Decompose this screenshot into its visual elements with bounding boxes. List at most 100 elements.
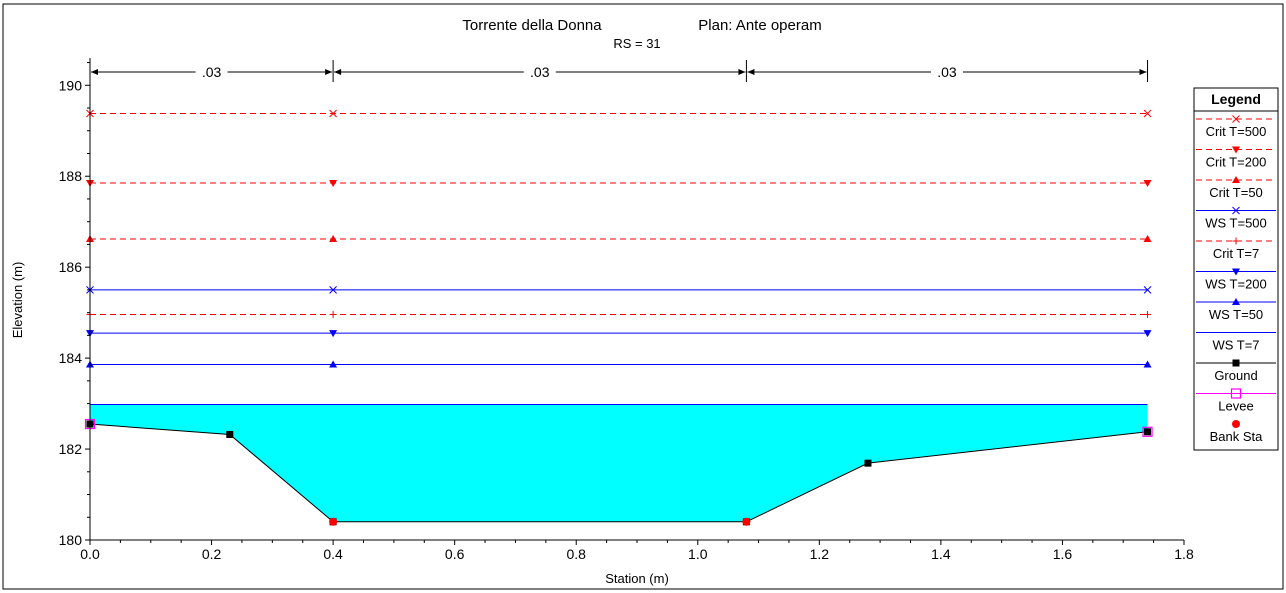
- marker-ws-t-500-2-b: [1143, 286, 1152, 294]
- marker-ws-t-200-1: [329, 330, 338, 338]
- legend-marker-ws-t-50: [1232, 298, 1240, 305]
- legend-entry-bank-sta: Bank Sta: [1210, 420, 1264, 444]
- x-axis-label: Station (m): [605, 571, 669, 586]
- marker-ws-t-50-1: [329, 360, 338, 368]
- chart-subtitle: RS = 31: [613, 36, 660, 51]
- y-tick-label-2: 184: [59, 350, 83, 366]
- series-markers-layer: [84, 109, 1153, 526]
- manning-arrowhead-right-0: [325, 69, 333, 75]
- y-tick-label-4: 188: [59, 168, 83, 184]
- legend-marker-ws-t-500-b: [1232, 206, 1240, 215]
- marker-ground-5: [1144, 428, 1152, 436]
- marker-crit-t-7-1: [329, 310, 337, 318]
- legend-label-ws-t-7: WS T=7: [1212, 338, 1259, 353]
- legend-marker-crit-t-7: [1232, 237, 1240, 245]
- legend-label-ws-t-200: WS T=200: [1205, 277, 1267, 292]
- marker-crit-t-200-1: [329, 180, 338, 188]
- legend-entry-ws-t-200: WS T=200: [1196, 268, 1276, 292]
- manning-arrowhead-right-2: [1139, 69, 1147, 75]
- manning-label-1: .03: [530, 64, 550, 80]
- legend-label-ws-t-500: WS T=500: [1205, 216, 1267, 231]
- legend-entry-crit-t-50: Crit T=50: [1196, 176, 1276, 200]
- legend-title: Legend: [1211, 91, 1261, 107]
- x-tick-label-2: 0.4: [323, 546, 343, 562]
- marker-ws-t-500-2: [1143, 286, 1152, 294]
- legend-label-ws-t-50: WS T=50: [1209, 307, 1263, 322]
- manning-arrowhead-right-1: [738, 69, 746, 75]
- legend-entry-ground: Ground: [1196, 359, 1276, 383]
- legend-entries: Crit T=500 Crit T=200 Crit T=50 WS T=500 Cri…: [1196, 115, 1276, 444]
- x-ticks: 0.0 0.2 0.4 0.6 0.8 1.0 1.2 1.4 1.6 1.8: [80, 540, 1194, 562]
- legend-entry-crit-t-200: Crit T=200: [1196, 146, 1276, 170]
- marker-bank-sta-1: [742, 517, 751, 526]
- manning-label-2: .03: [937, 64, 957, 80]
- legend-marker-ground: [1232, 359, 1240, 367]
- marker-crit-t-500-1: [329, 109, 337, 118]
- legend-marker-crit-t-500: [1232, 115, 1240, 123]
- manning-arrowhead-left-1: [334, 69, 342, 75]
- legend-marker-crit-t-200: [1232, 146, 1240, 154]
- legend-entry-crit-t-500: Crit T=500: [1196, 115, 1276, 139]
- legend-marker-bank-sta: [1232, 420, 1240, 428]
- marker-ws-t-500-1: [329, 286, 337, 294]
- x-tick-label-8: 1.6: [1053, 546, 1073, 562]
- manning-arrowhead-left-2: [747, 69, 755, 75]
- series-line-ground: [89, 423, 1148, 523]
- marker-crit-t-500-2: [1143, 109, 1152, 118]
- marker-bank-sta-0: [329, 517, 338, 526]
- x-tick-label-9: 1.8: [1174, 546, 1194, 562]
- water-fill-layer: [90, 404, 1148, 522]
- marker-levee-1: [1142, 426, 1153, 437]
- marker-crit-t-50-1: [329, 234, 338, 242]
- x-tick-label-0: 0.0: [80, 546, 100, 562]
- x-tick-label-6: 1.2: [810, 546, 830, 562]
- marker-crit-t-7-2: [1144, 310, 1152, 318]
- marker-ws-t-200-2: [1143, 330, 1152, 338]
- marker-ground-1: [226, 431, 234, 439]
- x-tick-label-5: 1.0: [688, 546, 708, 562]
- legend-label-bank-sta: Bank Sta: [1210, 429, 1264, 444]
- manning-label-0: .03: [202, 64, 222, 80]
- manning-annotations: .03 .03 .03: [89, 60, 1149, 82]
- legend-marker-levee: [1230, 388, 1242, 399]
- legend-label-ground: Ground: [1214, 368, 1257, 383]
- legend-entry-ws-t-50: WS T=50: [1196, 298, 1276, 322]
- x-tick-label-7: 1.4: [931, 546, 951, 562]
- y-tick-label-1: 182: [59, 441, 83, 457]
- water-fill: [90, 404, 1148, 522]
- legend-entry-ws-t-500: WS T=500: [1196, 206, 1276, 231]
- legend-label-crit-t-7: Crit T=7: [1213, 246, 1259, 261]
- y-axis-label: Elevation (m): [10, 262, 25, 339]
- legend-marker-crit-t-500-b: [1232, 115, 1240, 123]
- marker-ws-t-50-2: [1143, 360, 1152, 368]
- y-tick-label-5: 190: [59, 77, 83, 93]
- marker-crit-t-500-1-b: [329, 109, 337, 118]
- marker-ground-4: [864, 459, 872, 467]
- legend-entry-ws-t-7: WS T=7: [1196, 332, 1276, 353]
- y-ticks: 180 182 184 186 188 190: [59, 62, 90, 548]
- y-tick-label-0: 180: [59, 532, 83, 548]
- y-tick-label-3: 186: [59, 259, 83, 275]
- legend-label-crit-t-500: Crit T=500: [1206, 124, 1267, 139]
- marker-ws-t-500-1-b: [329, 286, 337, 294]
- legend-marker-crit-t-50: [1232, 176, 1240, 183]
- manning-arrowhead-left-0: [91, 69, 98, 75]
- legend-label-levee: Levee: [1218, 399, 1253, 414]
- x-tick-label-4: 0.8: [566, 546, 586, 562]
- legend-marker-ws-t-200: [1232, 268, 1240, 276]
- legend-label-crit-t-50: Crit T=50: [1209, 185, 1263, 200]
- x-tick-label-1: 0.2: [202, 546, 222, 562]
- legend-entry-levee: Levee: [1196, 388, 1276, 414]
- outer-frame: [2, 3, 1284, 590]
- x-tick-label-3: 0.6: [445, 546, 465, 562]
- marker-crit-t-500-2-b: [1143, 109, 1152, 118]
- legend-marker-ws-t-500: [1232, 206, 1240, 215]
- marker-crit-t-200-2: [1143, 180, 1152, 188]
- legend-label-crit-t-200: Crit T=200: [1206, 155, 1267, 170]
- plan-label: Plan: Ante operam: [698, 17, 821, 34]
- legend-entry-crit-t-7: Crit T=7: [1196, 237, 1276, 261]
- legend: Legend Crit T=500 Crit T=200 Crit T=50 WS T…: [1193, 87, 1279, 451]
- chart-title: Torrente della Donna: [462, 17, 602, 34]
- marker-crit-t-50-2: [1143, 234, 1152, 242]
